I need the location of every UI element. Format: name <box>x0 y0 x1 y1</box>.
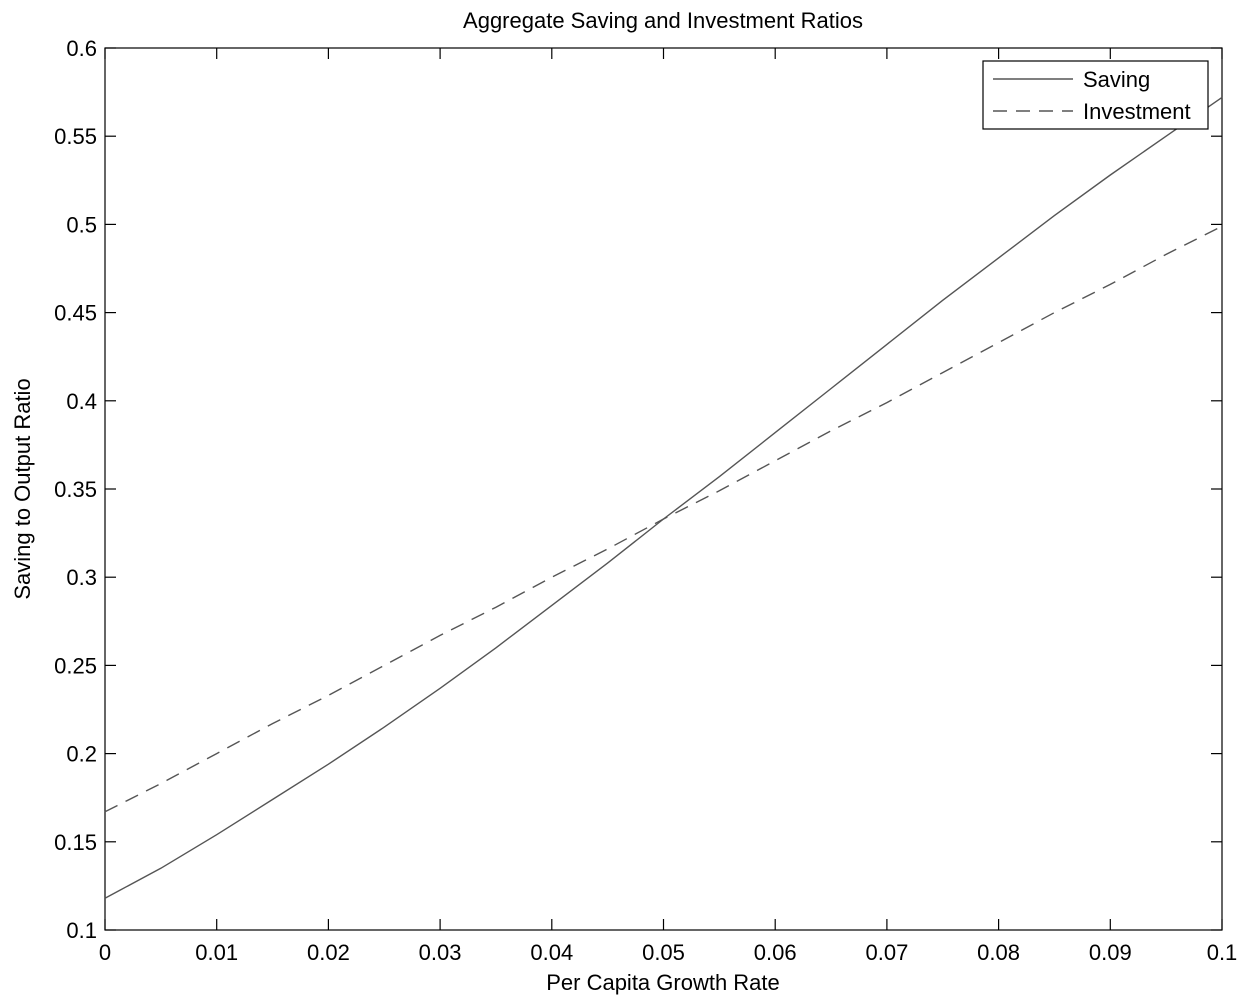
legend-box <box>982 60 1209 130</box>
series-layer <box>104 96 1223 899</box>
y-tick-label: 0.25 <box>54 653 97 678</box>
y-tick-label: 0.35 <box>54 477 97 502</box>
x-tick-label: 0.06 <box>754 940 797 965</box>
legend-label-saving: Saving <box>1083 67 1150 92</box>
x-tick-label: 0.03 <box>419 940 462 965</box>
x-axis: 0 0.01 0.02 0.03 0.04 0.05 0.06 0.07 0.08 0.09 0.1 <box>99 48 1237 965</box>
x-tick-label: 0.02 <box>307 940 350 965</box>
legend-label-investment: Investment <box>1083 99 1191 124</box>
y-tick-label: 0.3 <box>66 565 97 590</box>
x-tick-label: 0.08 <box>977 940 1020 965</box>
x-tick-label: 0.05 <box>642 940 685 965</box>
x-tick-label: 0.1 <box>1207 940 1238 965</box>
y-tick-label: 0.45 <box>54 301 97 326</box>
y-tick-label: 0.1 <box>66 918 97 943</box>
y-tick-label: 0.4 <box>66 389 97 414</box>
series-line-investment <box>104 225 1223 813</box>
x-tick-label: 0.09 <box>1089 940 1132 965</box>
x-tick-label: 0.04 <box>530 940 573 965</box>
y-axis: 0.1 0.15 0.2 0.25 0.3 0.35 0.4 0.45 0.5 0.55 0.6 <box>54 36 1222 943</box>
x-tick-label: 0.01 <box>195 940 238 965</box>
y-tick-label: 0.55 <box>54 124 97 149</box>
y-tick-label: 0.5 <box>66 212 97 237</box>
y-axis-title: Saving to Output Ratio <box>10 378 35 599</box>
x-tick-label: 0.07 <box>865 940 908 965</box>
legend: Saving Investment <box>982 60 1209 130</box>
y-tick-label: 0.6 <box>66 36 97 61</box>
y-tick-label: 0.15 <box>54 830 97 855</box>
chart-title: Aggregate Saving and Investment Ratios <box>463 8 863 33</box>
x-axis-title: Per Capita Growth Rate <box>546 970 780 995</box>
x-tick-label: 0 <box>99 940 111 965</box>
plot-area <box>104 47 1223 931</box>
y-tick-label: 0.2 <box>66 742 97 767</box>
